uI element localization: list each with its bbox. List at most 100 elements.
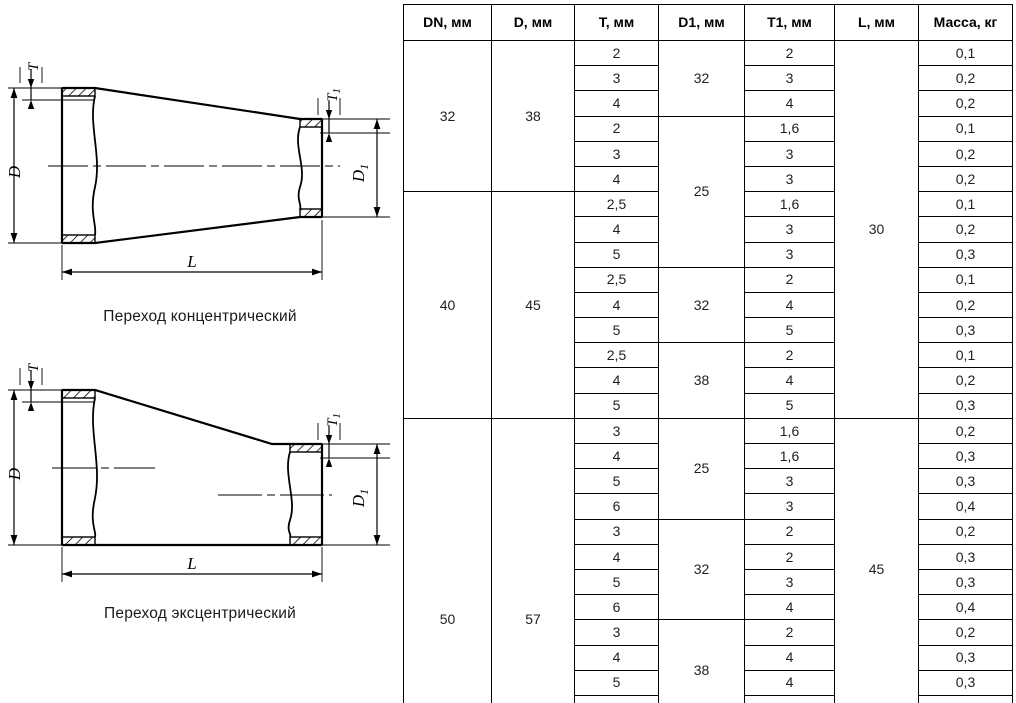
table-row: 50 57 3 25 1,6 45 0,2	[403, 417, 1013, 703]
cell-d1: 25	[658, 115, 745, 268]
cell-mass: 0,2	[918, 291, 1013, 319]
cell-t1: 4	[744, 694, 835, 703]
svg-text:D1: D1	[349, 164, 371, 183]
cell-t: 6	[574, 694, 659, 703]
cell-mass: 0,3	[918, 317, 1013, 344]
cell-t1: 3	[744, 165, 835, 193]
cell-mass: 0,2	[918, 90, 1013, 117]
table-row: 5 3 0,3	[404, 241, 1013, 268]
dimension-t	[27, 370, 35, 411]
cell-t: 5	[574, 241, 659, 268]
cell-d1: 32	[658, 40, 745, 117]
header-l: L, мм	[834, 4, 919, 41]
cell-dn: 32	[403, 39, 492, 193]
label-l: L	[186, 252, 196, 271]
header-t: T, мм	[574, 4, 659, 41]
cell-dn: 50	[403, 417, 492, 703]
label-t: T	[26, 362, 42, 372]
table-row: 4 4 0,2	[404, 291, 1013, 319]
cell-t1: 5	[744, 317, 835, 344]
table-row: 4 4 0,2	[404, 367, 1013, 394]
cell-t1: 2	[744, 543, 835, 570]
drawings-panel: D D1 T T1 L Переход концентрический	[0, 0, 400, 703]
svg-text:D1: D1	[349, 489, 371, 508]
label-d1: D1	[349, 489, 371, 508]
cell-mass: 0,4	[918, 594, 1013, 621]
table-row: 4 1,6 0,3	[404, 442, 1013, 470]
svg-text:T1: T1	[325, 88, 343, 102]
cell-d: 57	[491, 417, 575, 703]
cell-mass: 0,2	[918, 165, 1013, 193]
table-row: 40 45 2,5 1,6 0,1	[403, 191, 1013, 419]
cell-mass: 0,2	[918, 417, 1013, 445]
cell-t: 5	[574, 468, 659, 495]
header-mass: Масса, кг	[918, 4, 1013, 41]
cell-mass: 0,1	[918, 266, 1013, 293]
header-d: D, мм	[491, 4, 575, 41]
cell-t1: 4	[744, 90, 835, 117]
cell-t1: 2	[744, 266, 835, 293]
cell-t: 3	[574, 65, 659, 92]
specification-table: DN, мм D, мм T, мм D1, мм T1, мм L, мм М…	[403, 4, 1013, 703]
table-row: 3 3 0,2	[404, 65, 1013, 92]
label-d1: D1	[349, 164, 371, 183]
label-t1: T1	[325, 88, 343, 102]
cell-mass: 0,4	[918, 493, 1013, 520]
dimension-d1	[373, 444, 381, 545]
cell-t1: 4	[744, 644, 835, 671]
cell-t: 2,5	[574, 191, 659, 218]
cell-t1: 1,6	[744, 417, 835, 445]
cell-t1: 3	[744, 241, 835, 268]
cell-dn: 40	[403, 191, 492, 419]
cell-mass: 0,2	[918, 65, 1013, 92]
cell-mass: 0,3	[918, 568, 1013, 596]
dimension-l	[62, 570, 322, 578]
cell-mass: 0,2	[918, 140, 1013, 167]
table-row: 5 4 0,3	[404, 669, 1013, 696]
cell-t1: 4	[744, 291, 835, 319]
table-row: 2,5 32 2 0,1	[404, 266, 1013, 344]
cell-mass: 0,2	[918, 619, 1013, 646]
table-row: 4 4 0,2	[404, 90, 1013, 117]
cell-mass: 0,3	[918, 644, 1013, 671]
cell-t: 5	[574, 669, 659, 696]
cell-t: 6	[574, 493, 659, 520]
table-row: 4 3 0,2	[404, 216, 1013, 243]
label-t: T	[26, 61, 42, 71]
eccentric-reducer-drawing: D D1 T T1 L	[5, 362, 390, 582]
cell-d: 45	[491, 191, 575, 419]
table-row: 5 3 0,3	[404, 568, 1013, 596]
cell-d1: 38	[658, 342, 745, 419]
table-row: 5 5 0,3	[404, 392, 1013, 419]
concentric-caption: Переход концентрический	[103, 308, 297, 325]
cell-mass: 0,1	[918, 115, 1013, 142]
label-l: L	[186, 554, 196, 573]
cell-t1: 4	[744, 594, 835, 621]
cell-mass: 0,1	[918, 39, 1013, 67]
cell-t1: 3	[744, 140, 835, 167]
cell-t: 5	[574, 317, 659, 344]
cell-d1: 32	[658, 518, 745, 621]
cell-t1: 3	[744, 493, 835, 520]
cell-mass: 0,3	[918, 468, 1013, 495]
dimension-d1	[373, 119, 381, 217]
cell-t: 2	[574, 115, 659, 142]
table-row: 3 3 0,2	[404, 140, 1013, 167]
table-row: 2 25 1,6 0,1	[404, 115, 1013, 268]
cell-t: 4	[574, 216, 659, 243]
cell-t1: 3	[744, 568, 835, 596]
cell-t1: 1,6	[744, 115, 835, 142]
table-row: 32 38 2 32 2 30 0,1	[403, 39, 1013, 419]
cell-t: 5	[574, 392, 659, 419]
cell-t: 3	[574, 140, 659, 167]
cell-t: 4	[574, 291, 659, 319]
header-dn: DN, мм	[403, 4, 492, 41]
dimension-d	[10, 88, 18, 243]
break-line	[91, 397, 293, 538]
cell-t1: 4	[744, 367, 835, 394]
table-row: 6 3 0,4	[404, 493, 1013, 520]
table-row: 4 2 0,3	[404, 543, 1013, 570]
dimension-d	[10, 390, 18, 545]
